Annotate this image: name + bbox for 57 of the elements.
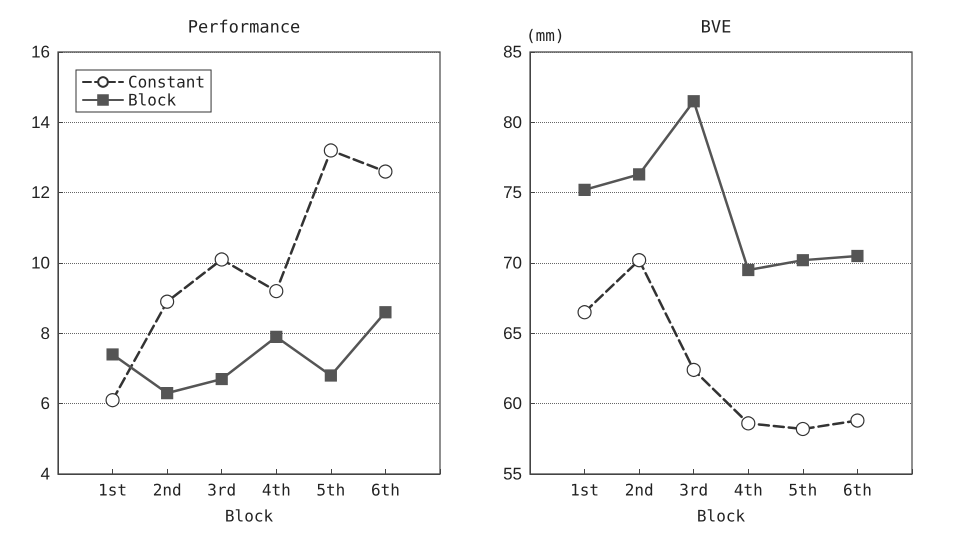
x-tick-label: 3rd — [679, 480, 708, 500]
y-tick-label: 65 — [503, 324, 522, 343]
point — [324, 143, 338, 158]
x-tick-label: 4th — [262, 480, 291, 500]
x-tick-label: 5th — [316, 480, 346, 500]
point — [106, 348, 119, 361]
y-tick-label: 16 — [31, 42, 50, 62]
point — [269, 284, 284, 298]
legend-label: Block — [128, 90, 177, 110]
point — [796, 254, 809, 266]
y-tick-label: 60 — [503, 394, 522, 414]
point — [851, 250, 864, 262]
point — [688, 95, 700, 108]
x-axis-title: Block — [224, 506, 274, 526]
point — [850, 413, 865, 428]
x-tick-label: 4th — [734, 480, 763, 500]
point — [577, 305, 592, 320]
y-tick-label: 80 — [503, 112, 522, 132]
x-tick-label: 1st — [570, 480, 600, 500]
chart-title: Performance — [188, 18, 300, 38]
point — [214, 252, 229, 267]
point — [742, 264, 754, 276]
x-tick-label: 6th — [842, 480, 872, 500]
y-tick-label: 14 — [31, 112, 50, 132]
y-axis-title: (mm) — [526, 26, 565, 46]
legend-label: Constant — [128, 72, 206, 92]
y-tick-label: 8 — [40, 324, 50, 343]
x-tick-label: 2nd — [152, 480, 182, 500]
y-tick-label: 75 — [503, 183, 522, 202]
y-tick-label: 10 — [31, 254, 50, 272]
y-tick-label: 85 — [503, 42, 522, 62]
point — [632, 253, 646, 268]
x-tick-label: 3rd — [207, 480, 236, 500]
y-tick-label: 4 — [40, 464, 50, 484]
point — [379, 306, 392, 318]
y-tick-label: 70 — [503, 254, 522, 272]
point — [324, 369, 337, 382]
point — [686, 362, 701, 378]
y-tick-label: 12 — [31, 183, 50, 202]
x-tick-label: 5th — [788, 480, 818, 500]
chart-title: BVE — [700, 18, 732, 38]
x-tick-label: 1st — [98, 480, 128, 500]
point — [796, 422, 810, 436]
y-tick-label: 6 — [40, 394, 50, 414]
point — [378, 164, 393, 179]
point — [105, 393, 120, 408]
point — [270, 330, 282, 343]
point — [216, 372, 228, 386]
y-tick-label: 55 — [503, 464, 522, 484]
point — [633, 168, 646, 180]
x-tick-label: 2nd — [624, 480, 654, 500]
x-tick-label: 6th — [370, 480, 400, 500]
point — [578, 184, 591, 196]
point — [741, 416, 756, 430]
point — [160, 294, 174, 309]
x-axis-title: Block — [696, 506, 746, 526]
point — [161, 387, 174, 400]
